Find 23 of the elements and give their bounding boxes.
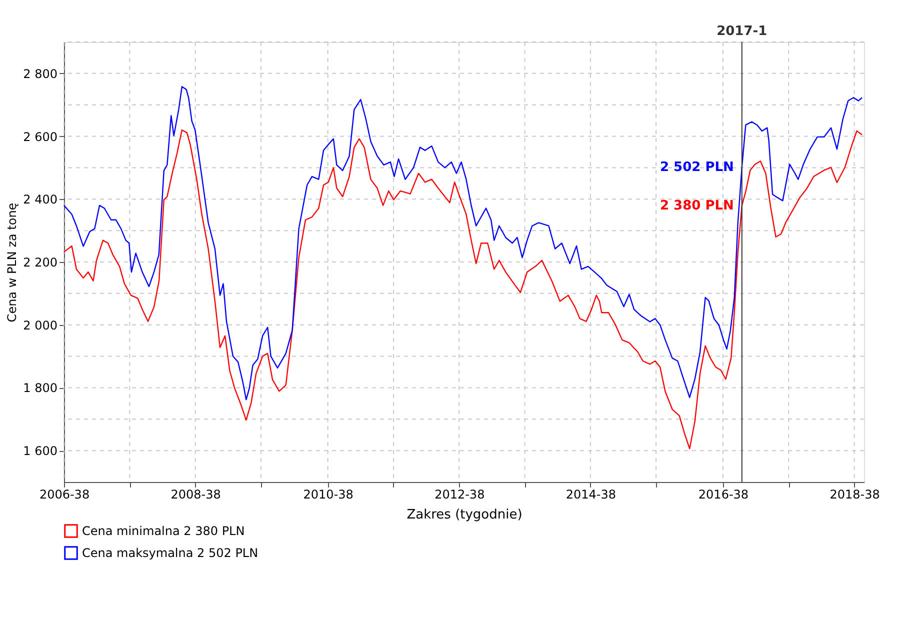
x-tick-label: 2016-38	[698, 488, 749, 502]
x-tick-label: 2014-38	[566, 488, 616, 502]
x-tick-label: 2008-38	[170, 488, 221, 502]
y-tick-label: 2 600	[23, 130, 58, 144]
x-tick-label: 2010-38	[303, 488, 354, 502]
x-tick-label: 2012-38	[434, 488, 485, 502]
legend-label: Cena minimalna 2 380 PLN	[82, 524, 245, 538]
y-tick-label: 1 800	[23, 381, 58, 396]
x-tick-label: 2018-38	[830, 488, 880, 502]
annotation: 2 502 PLN	[660, 160, 734, 176]
y-tick-label: 2 800	[23, 66, 58, 81]
line-series	[63, 86, 863, 400]
x-axis-title: Zakres (tygodnie)	[406, 508, 522, 522]
y-tick-label: 2 200	[23, 256, 58, 270]
y-tick-label: 2 000	[23, 318, 58, 332]
line-series	[63, 129, 863, 450]
x-tick-label: 2006-38	[39, 488, 90, 502]
y-axis-title: Cena w PLN za tonę	[5, 202, 20, 322]
y-tick-label: 1 600	[23, 444, 58, 458]
annotation: 2 380 PLN	[660, 198, 734, 214]
y-tick-label: 2 400	[23, 192, 58, 207]
legend-label: Cena maksymalna 2 502 PLN	[82, 546, 258, 560]
ref-line-label: 2017-1	[716, 24, 768, 39]
